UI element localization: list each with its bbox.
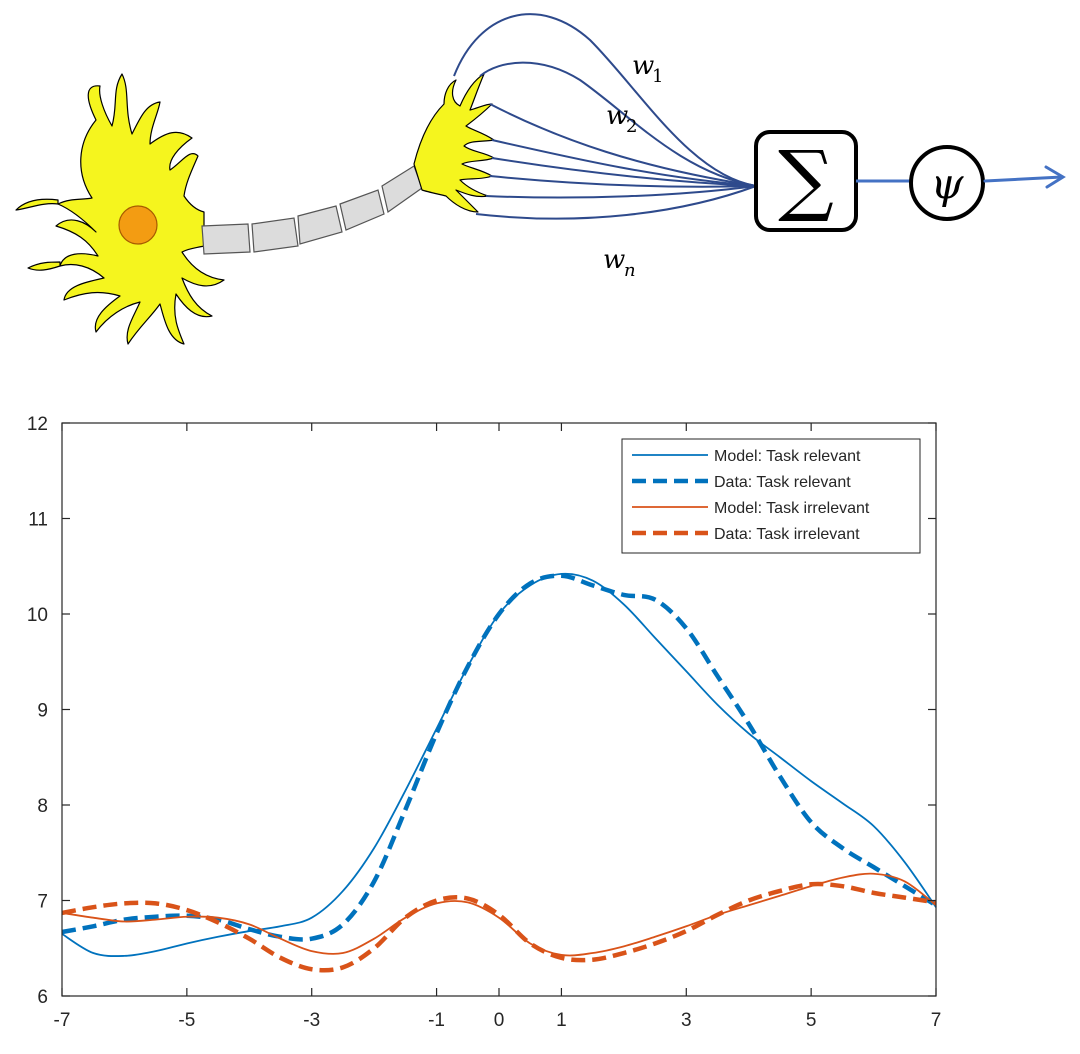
neuron-perceptron-diagram: w 1 w 2 w n ∑ ψ xyxy=(15,13,1066,345)
axon xyxy=(201,165,423,255)
activation-circle xyxy=(909,145,985,221)
weight-label-w1-sub: 1 xyxy=(652,66,663,87)
x-tick-label: -3 xyxy=(303,1010,320,1031)
weight-label-wn: w n xyxy=(603,245,636,281)
legend-label-3: Data: Task irrelevant xyxy=(714,526,860,543)
weight-label-w2-sub: 2 xyxy=(626,116,637,137)
x-tick-label: 5 xyxy=(806,1010,817,1031)
weight-label-w1-var: w xyxy=(632,51,654,81)
weight-label-w1: w 1 xyxy=(632,51,663,87)
activation-symbol: ψ xyxy=(931,159,965,208)
x-tick-label: 7 xyxy=(931,1010,942,1031)
axon-terminals xyxy=(413,73,495,213)
neuron-cell-body xyxy=(15,73,225,345)
x-tick-label: 3 xyxy=(681,1010,692,1031)
y-tick-label: 7 xyxy=(37,892,48,913)
y-tick-label: 8 xyxy=(37,796,48,817)
legend-label-2: Model: Task irrelevant xyxy=(714,500,870,517)
legend-label-0: Model: Task relevant xyxy=(714,448,861,465)
y-tick-label: 12 xyxy=(27,414,48,435)
y-tick-label: 11 xyxy=(28,510,48,531)
x-tick-label: 1 xyxy=(556,1010,567,1031)
series-line-3 xyxy=(61,881,937,973)
x-tick-label: 0 xyxy=(494,1010,505,1031)
y-tick-label: 6 xyxy=(37,987,48,1008)
nucleus xyxy=(118,205,158,245)
y-tick-label: 10 xyxy=(27,605,48,626)
weight-label-wn-var: w xyxy=(603,245,625,275)
line-chart: -7 -5 -3 -1 0 1 3 5 7 6 7 8 9 10 11 12 Model: Task rele… xyxy=(27,414,941,1031)
axis-ticks: -7 -5 -3 -1 0 1 3 5 7 6 7 8 9 10 11 12 xyxy=(27,414,941,1031)
y-tick-label: 9 xyxy=(37,701,48,722)
legend: Model: Task relevant Data: Task relevant M… xyxy=(621,438,921,554)
summation-symbol: ∑ xyxy=(778,135,834,225)
weight-label-w2: w 2 xyxy=(606,101,637,137)
legend-box xyxy=(621,438,921,554)
legend-label-1: Data: Task relevant xyxy=(714,474,851,491)
x-tick-label: -1 xyxy=(428,1010,445,1031)
series-layer xyxy=(61,572,938,973)
weight-label-wn-sub: n xyxy=(624,260,636,281)
output-arrow-icon xyxy=(983,165,1066,189)
x-tick-label: -5 xyxy=(178,1010,195,1031)
x-tick-label: -7 xyxy=(54,1010,71,1031)
weight-label-w2-var: w xyxy=(606,101,628,131)
weight-connections xyxy=(453,13,757,220)
